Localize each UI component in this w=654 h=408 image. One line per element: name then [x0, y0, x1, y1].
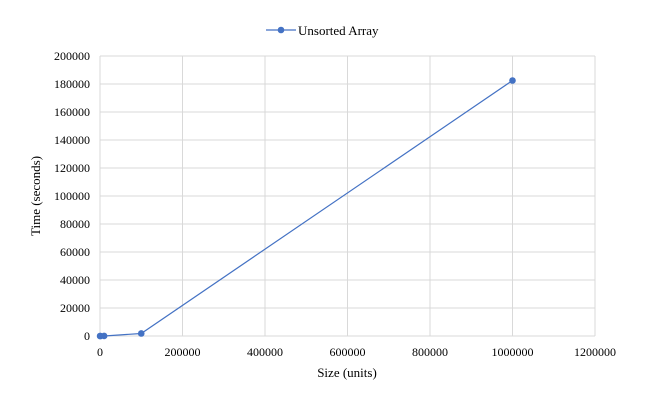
y-tick-label: 0: [84, 329, 90, 343]
x-tick-label: 1000000: [492, 345, 534, 359]
data-point: [509, 77, 516, 84]
y-tick-label: 200000: [54, 49, 90, 63]
y-tick-label: 140000: [54, 133, 90, 147]
y-tick-label: 100000: [54, 189, 90, 203]
x-tick-label: 200000: [165, 345, 201, 359]
data-point: [137, 330, 145, 337]
y-tick-label: 60000: [60, 245, 90, 259]
x-axis-title: Size (units): [317, 365, 377, 380]
y-axis-title: Time (seconds): [28, 156, 43, 236]
y-tick-label: 180000: [54, 77, 90, 91]
y-tick-label: 20000: [60, 301, 90, 315]
x-tick-label: 0: [97, 345, 103, 359]
legend-marker: [277, 26, 285, 34]
x-tick-label: 400000: [247, 345, 283, 359]
gridlines: [99, 55, 596, 337]
legend: Unsorted Array: [266, 23, 379, 38]
series-unsorted-array: [96, 77, 516, 340]
y-tick-label: 160000: [54, 105, 90, 119]
data-point: [100, 332, 108, 340]
y-tick-label: 40000: [60, 273, 90, 287]
x-tick-labels: 0 200000 400000 600000 800000 1000000 1200000: [97, 345, 616, 359]
series-line: [100, 80, 513, 337]
x-tick-label: 1200000: [574, 345, 616, 359]
y-tick-label: 120000: [54, 161, 90, 175]
x-tick-label: 800000: [412, 345, 448, 359]
y-tick-label: 80000: [60, 217, 90, 231]
legend-label: Unsorted Array: [298, 23, 379, 38]
y-tick-labels: 0 20000 40000 60000 80000 100000 120000 140000 1…: [54, 49, 90, 343]
x-tick-label: 600000: [330, 345, 366, 359]
